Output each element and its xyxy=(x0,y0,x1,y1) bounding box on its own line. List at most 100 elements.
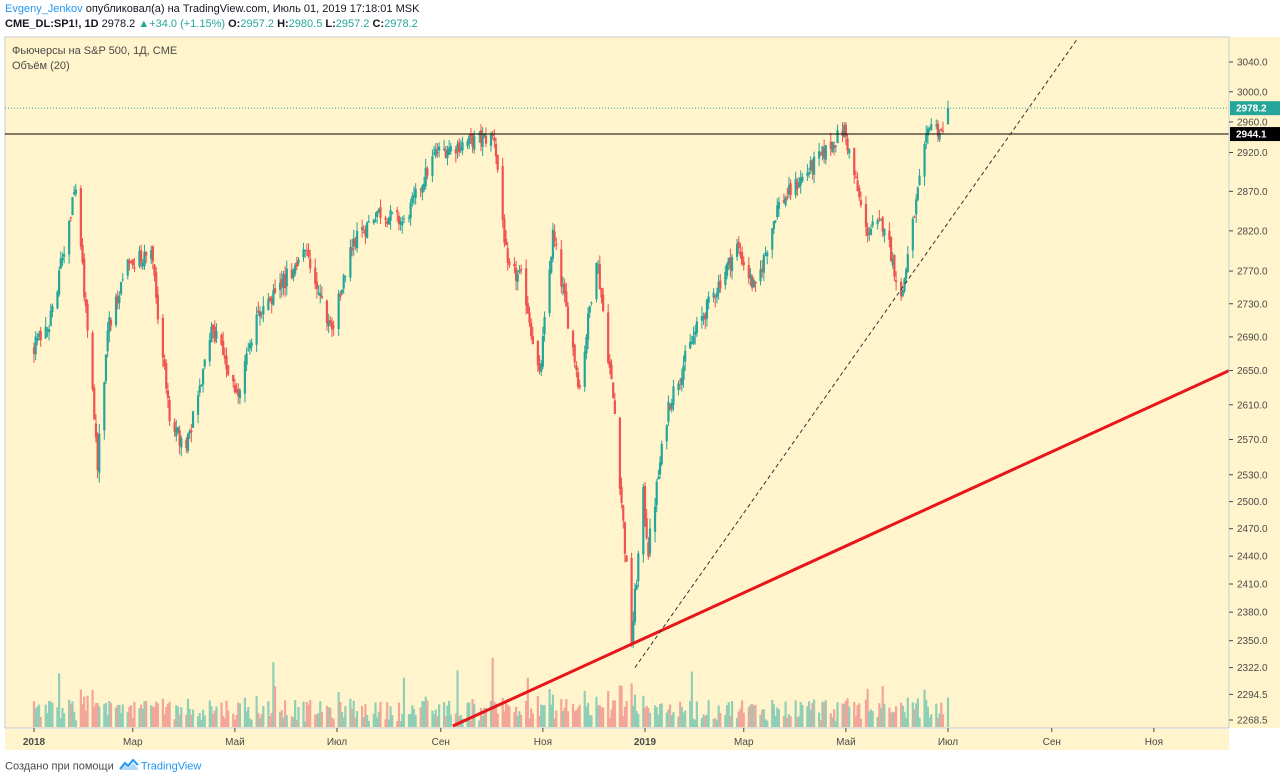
volume-bar xyxy=(352,700,355,727)
candle-body xyxy=(185,439,188,449)
candle-body xyxy=(69,217,72,219)
volume-bar xyxy=(576,707,580,727)
volume-bar xyxy=(176,706,180,727)
candle-body xyxy=(742,261,745,266)
volume-bar xyxy=(876,717,879,727)
candle-body xyxy=(238,390,241,399)
volume-bar xyxy=(819,719,822,727)
volume-bar xyxy=(528,718,531,727)
candle-body xyxy=(930,124,933,130)
candle-body xyxy=(787,185,791,195)
candle-body xyxy=(213,326,216,342)
volume-bar xyxy=(315,713,319,727)
candle-body xyxy=(372,219,375,224)
time-axis[interactable]: 2018 Мар Май Июл Сен Ноя 2019 Мар Май Июл Сен Ноя xyxy=(23,728,1163,748)
candle-body xyxy=(315,281,319,289)
volume-bar xyxy=(859,718,863,727)
tradingview-link[interactable]: TradingView xyxy=(140,760,202,773)
dashed-trendline[interactable] xyxy=(634,37,1079,668)
time-tick-label: 2019 xyxy=(634,737,657,748)
volume-bar xyxy=(327,707,330,727)
volume-bar xyxy=(98,706,101,727)
volume-bar xyxy=(727,702,730,727)
volume-bar xyxy=(694,719,697,727)
candle-body xyxy=(106,330,109,352)
price-axis[interactable]: 3040.0 3000.0 2960.0 2920.0 2870.0 2820.0 2770… xyxy=(1229,58,1268,727)
volume-bar xyxy=(250,719,253,727)
volume-bar xyxy=(153,707,156,727)
candle-body xyxy=(422,183,426,190)
author-link[interactable]: Evgeny_Jenkov xyxy=(5,3,83,15)
volume-bar xyxy=(754,704,757,727)
candle-body xyxy=(653,506,657,532)
volume-bar xyxy=(59,718,62,727)
candle-body xyxy=(409,202,412,218)
volume-bar xyxy=(900,702,903,727)
volume-bar xyxy=(578,704,581,727)
volume-bar xyxy=(458,715,461,727)
volume-bar xyxy=(508,706,511,727)
volume-bar xyxy=(786,717,789,727)
volume-bar xyxy=(436,716,439,727)
candle-body xyxy=(283,274,287,289)
candle-body xyxy=(257,310,260,313)
candle-body xyxy=(386,221,389,224)
candle-body xyxy=(905,269,908,279)
volume-bar xyxy=(37,704,41,727)
candle-body xyxy=(83,258,86,298)
close-value: 2978.2 xyxy=(384,18,418,30)
volume-bar xyxy=(513,712,516,727)
candle-body xyxy=(59,258,62,269)
support-trendline[interactable] xyxy=(452,369,1230,728)
volume-bar xyxy=(797,716,801,727)
volume-bar xyxy=(114,707,118,727)
volume-bar xyxy=(232,713,235,727)
plot-area[interactable] xyxy=(4,36,1230,729)
volume-bar xyxy=(742,712,745,727)
candle-body xyxy=(613,400,616,414)
volume-bar xyxy=(210,706,213,727)
candle-body xyxy=(225,355,228,370)
candle-body xyxy=(506,248,509,263)
candle-body xyxy=(823,147,826,159)
candle-body xyxy=(916,187,919,200)
candle-body xyxy=(215,331,218,339)
candle-body xyxy=(141,262,144,267)
volume-bar xyxy=(377,711,380,727)
candle-body xyxy=(796,181,799,190)
volume-bar xyxy=(571,703,575,727)
drawing-lines[interactable] xyxy=(5,37,1230,728)
candle-body xyxy=(332,325,335,328)
volume-bar xyxy=(648,712,652,727)
volume-bar xyxy=(208,700,211,727)
low-value: 2957.2 xyxy=(335,18,370,30)
candle-body xyxy=(831,142,834,153)
volume-bar xyxy=(901,705,904,727)
open-label: O: xyxy=(228,18,241,30)
candle-body xyxy=(690,341,693,344)
volume-bar xyxy=(330,717,334,727)
level-badge xyxy=(1230,127,1280,142)
volume-bar xyxy=(129,705,133,727)
volume-bar xyxy=(108,701,111,727)
candle-body xyxy=(598,264,601,289)
candle-body xyxy=(129,261,133,264)
volume-bar xyxy=(520,714,523,727)
candle-body xyxy=(841,130,844,136)
volume-bar xyxy=(143,701,146,727)
volume-bar xyxy=(823,702,826,727)
volume-bar xyxy=(247,706,250,727)
candle-body xyxy=(340,289,344,294)
volume-bar xyxy=(225,700,228,727)
volume-bar xyxy=(725,705,729,727)
volume-bar xyxy=(119,713,123,727)
candle-body xyxy=(58,270,61,295)
candle-body xyxy=(632,621,635,644)
volume-bar xyxy=(283,700,287,727)
candle-body xyxy=(705,299,709,319)
candle-body xyxy=(618,417,621,489)
candle-body xyxy=(44,326,47,339)
volume-bar xyxy=(550,704,553,727)
volume-bar xyxy=(843,703,846,727)
